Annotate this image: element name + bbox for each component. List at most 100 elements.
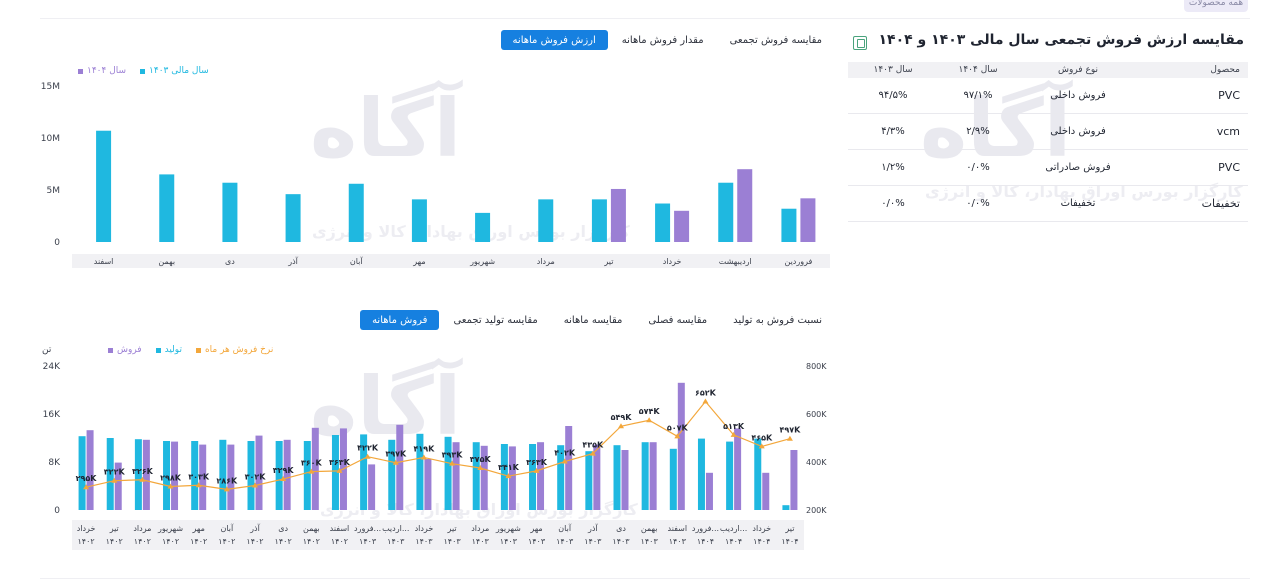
bar-production — [163, 441, 171, 510]
top-chart-legend: سال ۱۴۰۴ سال مالی ۱۴۰۳ — [78, 66, 209, 76]
bar-1403 — [96, 130, 112, 242]
bar-1404 — [610, 188, 626, 242]
rate-point — [252, 482, 258, 488]
tab-monthly-comparison[interactable]: مقایسه ماهانه — [563, 314, 623, 326]
tab-monthly-sales-value[interactable]: ارزش فروش ماهانه — [500, 30, 608, 50]
x-tick-label: فروردین — [784, 257, 812, 266]
rate-data-label: ۵۴۹K — [611, 413, 633, 422]
bar-production — [331, 435, 339, 510]
rate-data-label: ۳۶۰K — [301, 459, 323, 468]
rate-data-label: ۳۷۵K — [470, 455, 492, 464]
rate-point — [336, 467, 343, 473]
rate-point — [477, 465, 484, 470]
rate-point — [392, 459, 399, 465]
bar-production — [613, 445, 621, 510]
header-sale-type: نوع فروش — [1058, 65, 1098, 75]
rate-data-label: ۴۰۲K — [554, 449, 576, 458]
x-tick-year: ۱۴۰۲ — [331, 537, 348, 546]
y-left-tick-label: 8K — [48, 458, 61, 468]
table-header: محصول نوع فروش سال ۱۴۰۴ سال ۱۴۰۳ — [848, 62, 1248, 78]
rate-data-label: ۳۰۲K — [245, 473, 267, 482]
tab-monthly-sales-quantity[interactable]: مقدار فروش ماهانه — [621, 34, 704, 46]
x-tick-year: ۱۴۰۳ — [472, 537, 490, 546]
x-tick-year: ۱۴۰۳ — [500, 537, 518, 546]
y-right-tick-label: 800K — [806, 362, 827, 371]
y-left-tick-label: 16K — [43, 410, 61, 420]
all-products-badge[interactable]: همه محصولات — [1184, 0, 1248, 12]
x-tick-year: ۱۴۰۳ — [612, 537, 630, 546]
rate-point — [505, 473, 512, 479]
tab-cumulative-production[interactable]: مقایسه تولید تجمعی — [453, 314, 538, 326]
x-tick-year: ۱۴۰۲ — [303, 537, 320, 546]
rate-data-label: ۳۹۷K — [385, 450, 407, 459]
x-tick-label: مرداد — [133, 524, 151, 533]
rate-point — [83, 484, 90, 490]
bar-production — [360, 434, 368, 510]
bar-1403 — [348, 183, 364, 242]
rate-point — [280, 476, 287, 482]
bar-production — [472, 442, 480, 510]
x-tick-year: ۱۴۰۲ — [106, 537, 123, 546]
x-tick-label: خرداد — [663, 257, 682, 266]
x-tick-label: شهریور — [495, 524, 521, 533]
legend-sales[interactable]: فروش — [108, 345, 142, 355]
x-tick-year: ۱۴۰۲ — [275, 537, 292, 546]
x-tick-year: ۱۴۰۲ — [77, 537, 94, 546]
y-tick-label: 15M — [41, 82, 60, 92]
rate-data-label: ۴۲۲K — [357, 444, 379, 453]
header-product: محصول — [1210, 65, 1240, 75]
rate-data-label: ۴۹۷K — [779, 426, 801, 435]
x-tick-label: تیر — [603, 257, 613, 266]
bar-1403 — [538, 199, 554, 242]
rate-point — [111, 477, 118, 483]
bar-sales — [171, 441, 179, 510]
cell-1404: ۲/۹% — [966, 126, 990, 137]
y-right-tick-label: 400K — [806, 458, 827, 467]
y-tick-label: 10M — [41, 134, 60, 144]
bar-sales — [621, 450, 629, 510]
excel-export-icon[interactable] — [853, 36, 867, 50]
x-axis-band — [72, 254, 830, 268]
bar-1404 — [737, 169, 753, 242]
rate-data-label: ۵۱۳K — [723, 422, 745, 431]
cell-product: PVC — [1218, 161, 1240, 174]
bar-sales — [734, 428, 742, 510]
bar-sales — [311, 427, 319, 510]
rate-data-label: ۳۲۲K — [104, 468, 126, 477]
bar-sales — [424, 459, 432, 510]
legend-rate[interactable]: نرخ فروش هر ماه — [195, 345, 273, 355]
cell-sale-type: فروش داخلی — [1050, 126, 1106, 137]
x-tick-year: ۱۴۰۳ — [641, 537, 659, 546]
monthly-sales-production-chart: 0 8K 16K 24K 200K 400K 600K 800K خرداد ۱۴۰۲ تیر ۱۴۰… — [43, 362, 827, 550]
x-tick-label: شهریور — [469, 257, 495, 266]
tab-cumulative-sales-comparison[interactable]: مقایسه فروش تجمعی — [729, 34, 822, 46]
legend-swatch — [195, 347, 201, 353]
tab-sales-to-production[interactable]: نسبت فروش به تولید — [733, 314, 822, 326]
rate-point — [589, 450, 596, 456]
tab-monthly-sales[interactable]: فروش ماهانه — [360, 310, 440, 330]
rate-data-label: ۳۶۳K — [526, 458, 548, 467]
legend-production[interactable]: تولید — [155, 345, 182, 355]
x-tick-label: آبان — [220, 523, 234, 533]
tab-seasonal-comparison[interactable]: مقایسه فصلی — [648, 314, 708, 326]
rate-data-label: ۵۷۴K — [639, 407, 661, 416]
x-tick-label: آبان — [350, 256, 364, 266]
legend-1403[interactable]: سال مالی ۱۴۰۳ — [140, 66, 209, 76]
bar-sales — [649, 442, 657, 510]
rate-data-label: ۲۹۸K — [160, 473, 182, 482]
monthly-sales-value-chart: 0 5M 10M 15M فروردین اردیبهشت خرداد تیر مرداد شهر… — [41, 82, 830, 268]
bar-production — [726, 441, 734, 510]
bar-production — [191, 441, 199, 510]
cell-sale-type: فروش صادراتی — [1045, 162, 1111, 173]
bar-sales — [368, 464, 376, 510]
left-axis-unit: تن — [42, 345, 52, 355]
rate-point — [308, 468, 315, 474]
x-tick-year: ۱۴۰۳ — [415, 537, 433, 546]
rate-data-label: ۳۹۳K — [442, 451, 464, 460]
rate-point — [646, 417, 653, 423]
bar-production — [416, 433, 424, 510]
x-tick-year: ۱۴۰۲ — [162, 537, 179, 546]
legend-swatch — [140, 68, 146, 74]
legend-1404[interactable]: سال ۱۴۰۴ — [78, 66, 126, 76]
bottom-chart-tabs: فروش ماهانه مقایسه تولید تجمعی مقایسه ما… — [360, 310, 834, 330]
